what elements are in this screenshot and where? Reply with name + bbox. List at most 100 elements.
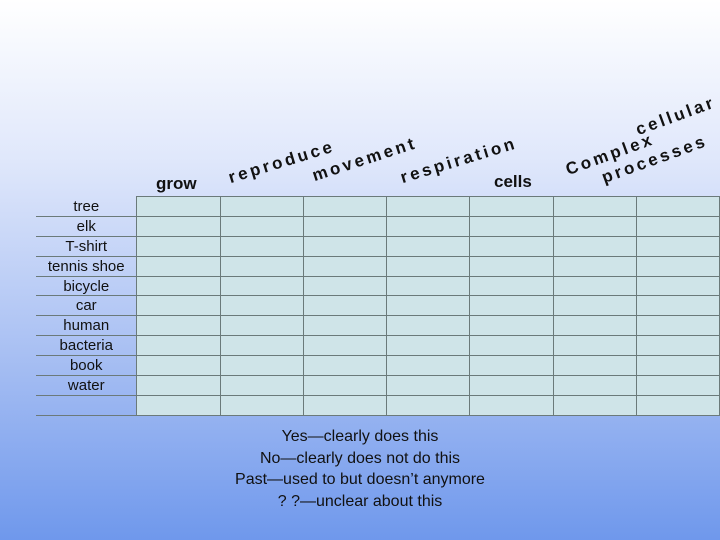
grid-cell[interactable] [136,255,221,277]
grid-cell[interactable] [386,235,471,257]
grid-cell[interactable] [302,315,388,337]
grid-cell[interactable] [136,215,221,237]
grid-cell[interactable] [302,335,388,357]
grid-cell[interactable] [552,355,637,377]
grid-cell[interactable] [635,275,720,297]
grid-cell[interactable] [136,295,221,317]
row-label: bicycle [36,275,138,297]
grid-cell[interactable] [635,196,720,217]
legend-past: Past—used to but doesn’t anymore [235,471,485,488]
row-label [36,394,138,416]
legend-no: No—clearly does not do this [259,449,461,467]
grid-cell[interactable] [386,315,471,337]
row-label: elk [36,215,138,237]
grid-cell[interactable] [635,335,720,357]
table-row: tennis shoe [36,255,720,277]
row-label: bacteria [36,335,138,357]
table-row [36,394,720,416]
grid-cell[interactable] [635,235,720,257]
row-label: tree [36,196,138,217]
grid-cell[interactable] [136,375,221,396]
grid-cell[interactable] [552,255,637,277]
classification-grid: tree elk T-shirt tennis shoe bicycle car human… [36,196,720,416]
row-label: water [36,375,138,396]
grid-cell[interactable] [469,215,554,237]
legend: Yes—clearly does this No—clearly does no… [200,426,520,512]
row-label: T-shirt [36,235,138,257]
grid-cell[interactable] [136,235,221,257]
grid-cell[interactable] [635,215,720,237]
grid-cell[interactable] [635,355,720,377]
table-row: car [36,295,720,317]
grid-cell[interactable] [552,275,637,297]
grid-cell[interactable] [302,394,388,416]
grid-cell[interactable] [219,255,304,277]
grid-cell[interactable] [469,235,554,257]
table-row: water [36,375,720,396]
grid-cell[interactable] [469,275,554,297]
grid-cell[interactable] [302,375,388,396]
grid-cell[interactable] [552,235,637,257]
grid-cell[interactable] [469,315,554,337]
grid-cell[interactable] [219,235,304,257]
row-label: tennis shoe [36,255,138,277]
grid-cell[interactable] [552,375,637,396]
grid-cell[interactable] [219,315,304,337]
grid-cell[interactable] [302,235,388,257]
grid-cell[interactable] [386,394,471,416]
grid-cell[interactable] [552,315,637,337]
grid-cell[interactable] [136,275,221,297]
grid-cell[interactable] [635,255,720,277]
table-row: bacteria [36,335,720,357]
grid-cell[interactable] [469,355,554,377]
grid-cell[interactable] [635,295,720,317]
grid-cell[interactable] [386,335,471,357]
table-row: T-shirt [36,235,720,257]
grid-cell[interactable] [469,335,554,357]
grid-cell[interactable] [219,196,304,217]
legend-unclear: ? ?—unclear about this [277,492,443,510]
column-header-cells: cells [494,172,532,191]
grid-cell[interactable] [302,295,388,317]
grid-cell[interactable] [136,355,221,377]
grid-cell[interactable] [302,275,388,297]
grid-cell[interactable] [635,394,720,416]
grid-cell[interactable] [219,295,304,317]
grid-cell[interactable] [469,295,554,317]
grid-cell[interactable] [302,196,388,217]
row-label: book [36,355,138,377]
grid-cell[interactable] [386,295,471,317]
row-label: human [36,315,138,337]
grid-cell[interactable] [219,375,304,396]
grid-cell[interactable] [219,275,304,297]
grid-cell[interactable] [635,375,720,396]
grid-cell[interactable] [219,394,304,416]
grid-cell[interactable] [136,335,221,357]
grid-cell[interactable] [469,394,554,416]
grid-cell[interactable] [552,196,637,217]
grid-cell[interactable] [469,255,554,277]
grid-cell[interactable] [386,375,471,396]
grid-cell[interactable] [552,215,637,237]
grid-cell[interactable] [219,335,304,357]
grid-cell[interactable] [552,295,637,317]
grid-cell[interactable] [386,255,471,277]
grid-cell[interactable] [219,215,304,237]
grid-cell[interactable] [302,215,388,237]
grid-cell[interactable] [136,394,221,416]
grid-cell[interactable] [136,315,221,337]
grid-cell[interactable] [469,196,554,217]
grid-cell[interactable] [386,355,471,377]
grid-cell[interactable] [386,196,471,217]
legend-yes: Yes—clearly does this [281,428,439,445]
grid-cell[interactable] [302,355,388,377]
grid-cell[interactable] [552,335,637,357]
grid-cell[interactable] [219,355,304,377]
grid-cell[interactable] [552,394,637,416]
grid-cell[interactable] [469,375,554,396]
grid-cell[interactable] [136,196,221,217]
grid-cell[interactable] [302,255,388,277]
grid-cell[interactable] [386,275,471,297]
grid-cell[interactable] [386,215,471,237]
grid-cell[interactable] [635,315,720,337]
